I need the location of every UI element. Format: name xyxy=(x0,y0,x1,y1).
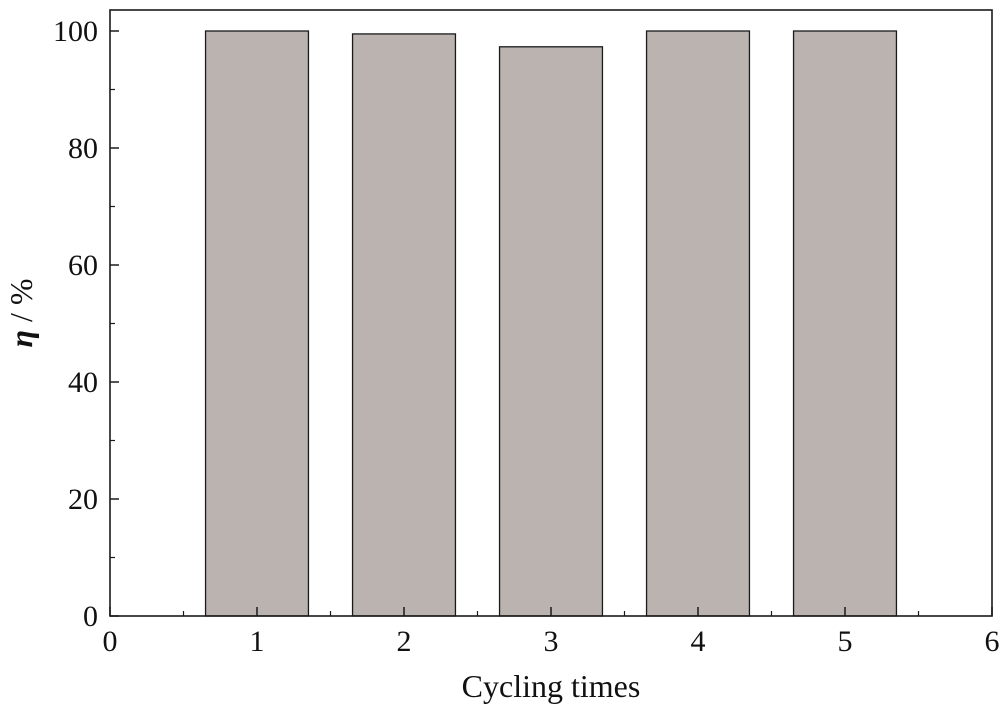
y-axis-unit: / % xyxy=(3,278,39,330)
x-tick-label-0: 0 xyxy=(103,625,118,658)
x-tick-label-2: 2 xyxy=(397,625,412,658)
bar-3 xyxy=(498,46,604,617)
x-tick-label-5: 5 xyxy=(838,625,853,658)
x-tick-label-1: 1 xyxy=(250,625,265,658)
y-tick-label-60: 60 xyxy=(68,249,98,282)
y-tick-label-100: 100 xyxy=(53,15,98,48)
y-axis-symbol: η xyxy=(3,330,39,348)
bars-group xyxy=(204,30,898,617)
bar-2 xyxy=(351,33,457,617)
bar-1 xyxy=(204,30,310,617)
y-tick-label-0: 0 xyxy=(83,600,98,633)
bar-5 xyxy=(792,30,898,617)
bar-4 xyxy=(645,30,751,617)
x-ticks-group: 0 1 2 3 4 5 6 xyxy=(103,607,1000,658)
x-tick-label-4: 4 xyxy=(691,625,706,658)
x-tick-label-6: 6 xyxy=(985,625,1000,658)
x-axis-title: Cycling times xyxy=(462,668,641,704)
y-tick-label-20: 20 xyxy=(68,483,98,516)
y-tick-label-80: 80 xyxy=(68,132,98,165)
y-tick-label-40: 40 xyxy=(68,366,98,399)
y-ticks-group: 0 20 40 60 80 100 xyxy=(53,15,119,633)
y-axis-title: η / % xyxy=(3,278,39,347)
x-tick-label-3: 3 xyxy=(544,625,559,658)
